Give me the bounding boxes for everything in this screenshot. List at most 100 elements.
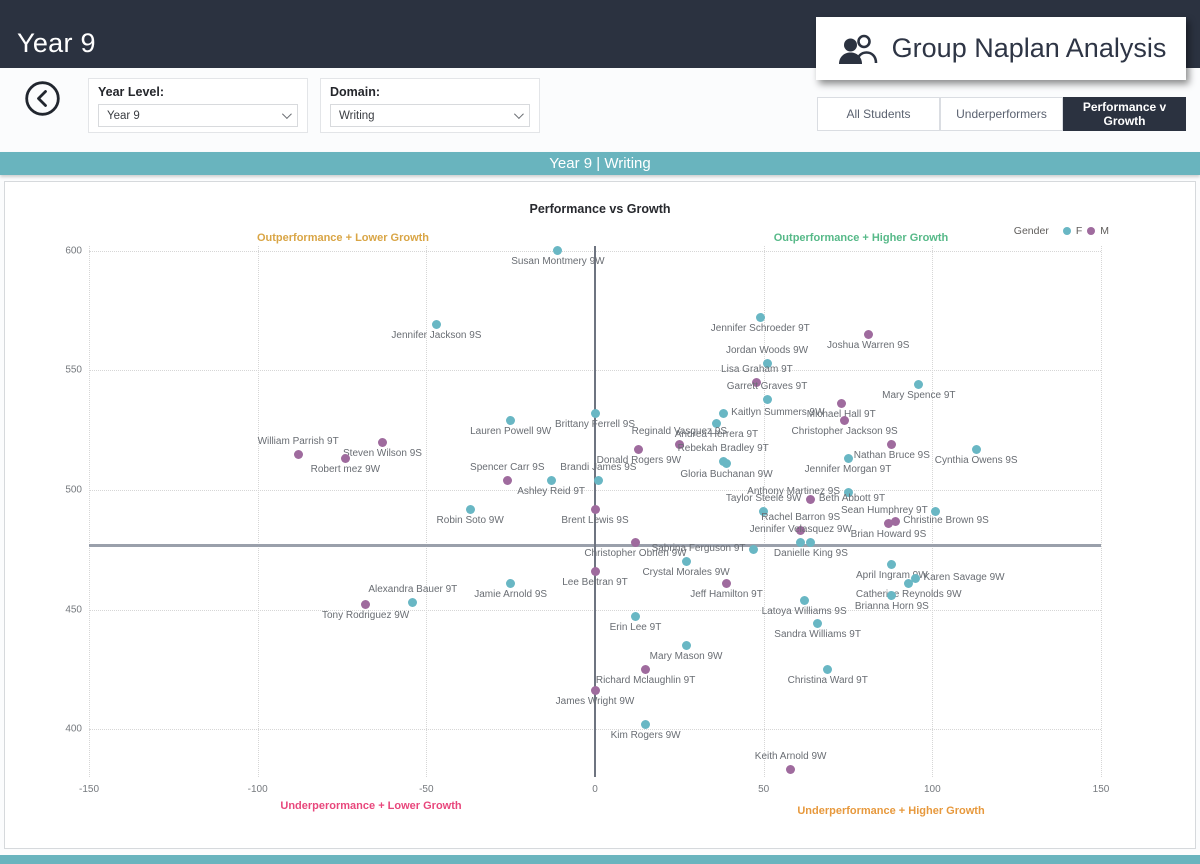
scatter-point[interactable] bbox=[904, 578, 914, 588]
domain-select[interactable]: Writing bbox=[330, 104, 530, 127]
point-label: Catherine Reynolds 9W bbox=[855, 588, 962, 600]
legend-female-dot[interactable] bbox=[1062, 227, 1071, 235]
scatter-point[interactable] bbox=[840, 416, 850, 426]
view-button-group: All Students Underperformers Performance… bbox=[817, 97, 1186, 131]
scatter-point[interactable] bbox=[681, 557, 691, 567]
scatter-point[interactable] bbox=[752, 377, 762, 387]
point-label: Anthony Martinez 9S bbox=[747, 485, 840, 497]
gridline-vertical bbox=[426, 246, 428, 777]
scatter-point[interactable] bbox=[843, 454, 853, 464]
scatter-point[interactable] bbox=[502, 475, 512, 485]
point-label: Kim Rogers 9W bbox=[610, 729, 681, 741]
scatter-point[interactable] bbox=[361, 600, 371, 610]
all-students-button[interactable]: All Students bbox=[817, 97, 940, 131]
scatter-point[interactable] bbox=[408, 597, 418, 607]
subtitle-banner: Year 9 | Writing bbox=[0, 152, 1200, 175]
scatter-point[interactable] bbox=[553, 246, 563, 256]
legend-male-dot[interactable] bbox=[1087, 227, 1096, 235]
scatter-point[interactable] bbox=[590, 566, 600, 576]
scatter-point[interactable] bbox=[806, 495, 816, 505]
scatter-point[interactable] bbox=[630, 538, 640, 548]
scatter-point[interactable] bbox=[813, 619, 823, 629]
point-label: James Wright 9W bbox=[555, 696, 635, 708]
year-level-select[interactable]: Year 9 bbox=[98, 104, 298, 127]
scatter-point[interactable] bbox=[883, 518, 893, 528]
point-label: Sandra Williams 9T bbox=[774, 629, 861, 641]
scatter-point[interactable] bbox=[681, 640, 691, 650]
scatter-point[interactable] bbox=[506, 416, 516, 426]
scatter-point[interactable] bbox=[722, 578, 732, 588]
scatter-point[interactable] bbox=[593, 475, 603, 485]
point-label: Crystal Morales 9W bbox=[642, 567, 730, 579]
scatter-point[interactable] bbox=[971, 444, 981, 454]
scatter-point[interactable] bbox=[340, 454, 350, 464]
scatter-point[interactable] bbox=[465, 504, 475, 514]
gridline-vertical bbox=[257, 246, 259, 777]
scatter-point[interactable] bbox=[590, 504, 600, 514]
scatter-point[interactable] bbox=[762, 394, 772, 404]
point-label: Christina Ward 9T bbox=[787, 674, 868, 686]
gridline-vertical bbox=[89, 246, 90, 777]
point-label: Ashley Reid 9T bbox=[517, 485, 586, 497]
legend-male-label[interactable]: M bbox=[1100, 225, 1109, 237]
scatter-point[interactable] bbox=[674, 440, 684, 450]
scatter-point[interactable] bbox=[431, 320, 441, 330]
back-arrow-icon[interactable] bbox=[24, 80, 61, 117]
point-label: Alexandra Bauer 9T bbox=[368, 583, 458, 595]
scatter-point[interactable] bbox=[796, 538, 806, 548]
scatter-point[interactable] bbox=[641, 719, 651, 729]
scatter-point[interactable] bbox=[910, 573, 920, 583]
scatter-point[interactable] bbox=[749, 545, 759, 555]
scatter-point[interactable] bbox=[630, 612, 640, 622]
point-label: Jordan Woods 9W bbox=[725, 344, 809, 356]
scatter-point[interactable] bbox=[634, 444, 644, 454]
scatter-point[interactable] bbox=[641, 664, 651, 674]
scatter-point[interactable] bbox=[590, 686, 600, 696]
scatter-point[interactable] bbox=[806, 538, 816, 548]
point-label: Danielle King 9S bbox=[773, 548, 848, 560]
scatter-point[interactable] bbox=[711, 418, 721, 428]
point-label: Brandi James 9S bbox=[560, 461, 637, 473]
scatter-point[interactable] bbox=[755, 313, 765, 323]
year-level-value: Year 9 bbox=[107, 109, 140, 122]
underperformers-button[interactable]: Underperformers bbox=[940, 97, 1063, 131]
scatter-point[interactable] bbox=[377, 437, 387, 447]
scatter-point[interactable] bbox=[293, 449, 303, 459]
x-axis-tick-label: 0 bbox=[592, 784, 598, 795]
scatter-point[interactable] bbox=[722, 459, 732, 469]
scatter-point[interactable] bbox=[718, 408, 728, 418]
scatter-point[interactable] bbox=[762, 358, 772, 368]
scatter-point[interactable] bbox=[796, 526, 806, 536]
point-label: Cynthia Owens 9S bbox=[934, 454, 1018, 466]
scatter-point[interactable] bbox=[590, 408, 600, 418]
point-label: Karen Savage 9W bbox=[923, 571, 1005, 583]
point-label: Beth Abbott 9T bbox=[818, 493, 886, 505]
scatter-point[interactable] bbox=[914, 380, 924, 390]
scatter-point[interactable] bbox=[890, 516, 900, 526]
legend-female-label[interactable]: F bbox=[1075, 225, 1083, 237]
scatter-point[interactable] bbox=[759, 507, 769, 516]
point-label: Christine Brown 9S bbox=[903, 514, 989, 526]
scatter-point[interactable] bbox=[843, 487, 853, 497]
scatter-point[interactable] bbox=[887, 559, 897, 569]
performance-v-growth-button[interactable]: Performance v Growth bbox=[1063, 97, 1186, 131]
scatter-point[interactable] bbox=[887, 440, 897, 450]
scatter-point[interactable] bbox=[506, 578, 516, 588]
point-label: Brian Howard 9S bbox=[850, 528, 927, 540]
plot-area: -150 -100 -50 0 50 100 150 400 450 500 550 600 Susan… bbox=[65, 245, 1109, 795]
point-label: Kaitlyn Summers 9W bbox=[731, 406, 825, 418]
point-label: Donald Rogers 9W bbox=[596, 454, 682, 466]
point-label: Jennifer Morgan 9T bbox=[804, 464, 892, 476]
scatter-point[interactable] bbox=[799, 595, 809, 605]
point-label: Mary Spence 9T bbox=[882, 390, 956, 402]
point-label: Brent Lewis 9S bbox=[561, 514, 629, 526]
point-label: Spencer Carr 9S bbox=[470, 461, 545, 473]
scatter-point[interactable] bbox=[823, 664, 833, 674]
point-label: Robert mez 9W bbox=[310, 464, 381, 476]
scatter-point[interactable] bbox=[786, 765, 796, 775]
scatter-point[interactable] bbox=[887, 590, 897, 600]
scatter-point[interactable] bbox=[836, 399, 846, 409]
scatter-point[interactable] bbox=[863, 330, 873, 339]
scatter-point[interactable] bbox=[931, 507, 941, 516]
scatter-point[interactable] bbox=[546, 475, 556, 485]
